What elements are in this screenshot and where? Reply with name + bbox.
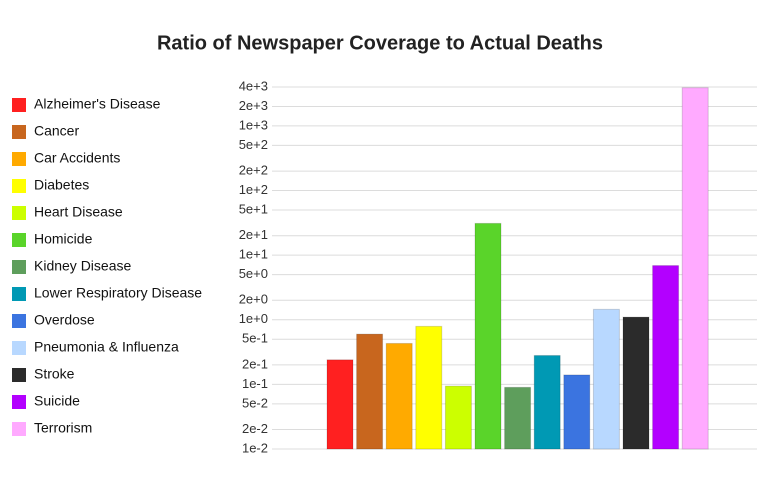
bar — [326, 359, 354, 450]
bar — [444, 385, 472, 450]
legend-label: Lower Respiratory Disease — [34, 285, 202, 301]
legend-label: Stroke — [34, 366, 75, 382]
legend-swatch — [12, 179, 26, 193]
legend-swatch — [12, 314, 26, 328]
y-tick-label: 1e+2 — [239, 182, 268, 197]
legend-swatch — [12, 422, 26, 436]
y-tick-label: 2e-1 — [242, 356, 268, 371]
legend-label: Homicide — [34, 231, 93, 247]
bar — [474, 222, 502, 450]
legend-label: Cancer — [34, 123, 79, 139]
bar — [356, 333, 384, 450]
y-tick-label: 2e+0 — [239, 292, 268, 307]
bar — [504, 386, 532, 450]
legend-swatch — [12, 206, 26, 220]
bar — [681, 87, 709, 450]
y-tick-label: 1e+1 — [239, 247, 268, 262]
legend-swatch — [12, 341, 26, 355]
y-tick-label: 1e-1 — [242, 376, 268, 391]
legend-label: Diabetes — [34, 177, 89, 193]
legend-swatch — [12, 287, 26, 301]
y-tick-label: 2e+1 — [239, 227, 268, 242]
legend-swatch — [12, 260, 26, 274]
y-tick-label: 1e+0 — [239, 311, 268, 326]
legend-label: Suicide — [34, 393, 80, 409]
bar — [533, 354, 561, 450]
chart-title: Ratio of Newspaper Coverage to Actual De… — [157, 32, 603, 54]
y-tick-label: 5e-1 — [242, 331, 268, 346]
y-tick-label: 1e+3 — [239, 117, 268, 132]
bar — [563, 374, 591, 450]
bar — [622, 316, 650, 450]
y-tick-label: 5e+1 — [239, 201, 268, 216]
legend-label: Pneumonia & Influenza — [34, 339, 179, 355]
legend-label: Heart Disease — [34, 204, 123, 220]
y-tick-label: 2e-2 — [242, 421, 268, 436]
bar — [385, 342, 413, 450]
y-tick-label: 5e+0 — [239, 266, 268, 281]
bar — [652, 265, 680, 450]
y-tick-label: 2e+3 — [239, 98, 268, 113]
legend-swatch — [12, 125, 26, 139]
legend-label: Overdose — [34, 312, 95, 328]
legend-swatch — [12, 233, 26, 247]
legend-label: Car Accidents — [34, 150, 120, 166]
y-tick-label: 4e+3 — [239, 78, 268, 93]
bar — [592, 308, 620, 450]
legend-label: Terrorism — [34, 420, 92, 436]
bar — [415, 325, 443, 450]
legend-swatch — [12, 98, 26, 112]
y-tick-label: 5e+2 — [239, 137, 268, 152]
legend-swatch — [12, 368, 26, 382]
legend-swatch — [12, 152, 26, 166]
y-tick-label: 1e-2 — [242, 440, 268, 455]
legend-label: Kidney Disease — [34, 258, 131, 274]
legend-label: Alzheimer's Disease — [34, 96, 161, 112]
legend-swatch — [12, 395, 26, 409]
y-tick-label: 2e+2 — [239, 163, 268, 178]
y-tick-label: 5e-2 — [242, 395, 268, 410]
